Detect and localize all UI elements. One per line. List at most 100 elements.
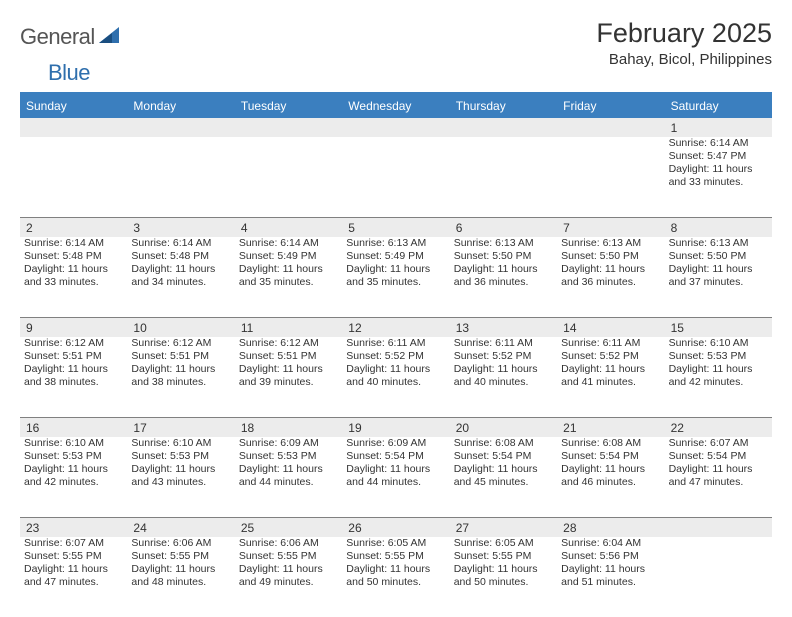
day-details: Sunrise: 6:06 AMSunset: 5:55 PMDaylight:…: [239, 537, 338, 590]
day-details: Sunrise: 6:11 AMSunset: 5:52 PMDaylight:…: [561, 337, 660, 390]
dow-sat: Saturday: [665, 94, 772, 118]
day-details: Sunrise: 6:09 AMSunset: 5:54 PMDaylight:…: [346, 437, 445, 490]
day-detail-line: Sunrise: 6:12 AM: [24, 337, 123, 350]
day-detail-line: Daylight: 11 hours: [239, 263, 338, 276]
day-detail-line: Sunrise: 6:04 AM: [561, 537, 660, 550]
day-number: 19: [342, 418, 449, 437]
day-cell: Sunrise: 6:07 AMSunset: 5:55 PMDaylight:…: [20, 537, 127, 617]
day-details: Sunrise: 6:05 AMSunset: 5:55 PMDaylight:…: [346, 537, 445, 590]
day-detail-line: Sunset: 5:52 PM: [454, 350, 553, 363]
brand-logo: General: [20, 18, 121, 50]
day-cell: Sunrise: 6:10 AMSunset: 5:53 PMDaylight:…: [20, 437, 127, 517]
week-row: Sunrise: 6:14 AMSunset: 5:47 PMDaylight:…: [20, 137, 772, 217]
day-details: Sunrise: 6:04 AMSunset: 5:56 PMDaylight:…: [561, 537, 660, 590]
day-detail-line: Sunset: 5:47 PM: [669, 150, 768, 163]
day-detail-line: Sunset: 5:54 PM: [346, 450, 445, 463]
daynum-band: 16171819202122: [20, 417, 772, 437]
day-detail-line: and 43 minutes.: [131, 476, 230, 489]
brand-triangle-icon: [99, 27, 119, 48]
day-details: Sunrise: 6:10 AMSunset: 5:53 PMDaylight:…: [131, 437, 230, 490]
day-detail-line: Daylight: 11 hours: [24, 363, 123, 376]
day-number: 26: [342, 518, 449, 537]
day-number: 22: [665, 418, 772, 437]
dow-wed: Wednesday: [342, 94, 449, 118]
day-number: [450, 118, 557, 137]
dow-mon: Monday: [127, 94, 234, 118]
day-details: Sunrise: 6:05 AMSunset: 5:55 PMDaylight:…: [454, 537, 553, 590]
day-detail-line: Daylight: 11 hours: [454, 363, 553, 376]
day-detail-line: Sunset: 5:53 PM: [24, 450, 123, 463]
day-detail-line: and 44 minutes.: [239, 476, 338, 489]
day-detail-line: and 41 minutes.: [561, 376, 660, 389]
day-cell: Sunrise: 6:10 AMSunset: 5:53 PMDaylight:…: [127, 437, 234, 517]
day-detail-line: Daylight: 11 hours: [239, 563, 338, 576]
day-details: Sunrise: 6:14 AMSunset: 5:48 PMDaylight:…: [24, 237, 123, 290]
daynum-band: 9101112131415: [20, 317, 772, 337]
day-detail-line: Sunset: 5:50 PM: [561, 250, 660, 263]
dow-tue: Tuesday: [235, 94, 342, 118]
day-number: 17: [127, 418, 234, 437]
day-cell: [665, 537, 772, 617]
day-details: Sunrise: 6:07 AMSunset: 5:54 PMDaylight:…: [669, 437, 768, 490]
day-detail-line: Sunrise: 6:09 AM: [239, 437, 338, 450]
day-details: Sunrise: 6:13 AMSunset: 5:50 PMDaylight:…: [454, 237, 553, 290]
day-detail-line: Sunset: 5:56 PM: [561, 550, 660, 563]
day-detail-line: Sunset: 5:48 PM: [131, 250, 230, 263]
day-cell: [20, 137, 127, 217]
day-detail-line: Sunset: 5:53 PM: [131, 450, 230, 463]
day-cell: Sunrise: 6:06 AMSunset: 5:55 PMDaylight:…: [127, 537, 234, 617]
day-detail-line: Daylight: 11 hours: [454, 263, 553, 276]
day-detail-line: Sunset: 5:51 PM: [239, 350, 338, 363]
calendar-grid: Sunday Monday Tuesday Wednesday Thursday…: [20, 92, 772, 617]
day-detail-line: Sunrise: 6:13 AM: [454, 237, 553, 250]
day-details: Sunrise: 6:13 AMSunset: 5:50 PMDaylight:…: [561, 237, 660, 290]
day-detail-line: Sunset: 5:50 PM: [454, 250, 553, 263]
day-detail-line: Sunset: 5:49 PM: [346, 250, 445, 263]
day-details: Sunrise: 6:07 AMSunset: 5:55 PMDaylight:…: [24, 537, 123, 590]
day-details: Sunrise: 6:12 AMSunset: 5:51 PMDaylight:…: [24, 337, 123, 390]
day-detail-line: and 46 minutes.: [561, 476, 660, 489]
day-number: 20: [450, 418, 557, 437]
day-detail-line: Sunrise: 6:14 AM: [669, 137, 768, 150]
day-detail-line: Sunset: 5:49 PM: [239, 250, 338, 263]
day-detail-line: Daylight: 11 hours: [454, 563, 553, 576]
day-detail-line: and 48 minutes.: [131, 576, 230, 589]
day-detail-line: Sunset: 5:52 PM: [346, 350, 445, 363]
day-number: 11: [235, 318, 342, 337]
day-detail-line: and 35 minutes.: [346, 276, 445, 289]
day-cell: Sunrise: 6:05 AMSunset: 5:55 PMDaylight:…: [342, 537, 449, 617]
day-details: Sunrise: 6:08 AMSunset: 5:54 PMDaylight:…: [454, 437, 553, 490]
day-number: 15: [665, 318, 772, 337]
day-detail-line: and 33 minutes.: [24, 276, 123, 289]
day-detail-line: and 42 minutes.: [669, 376, 768, 389]
day-detail-line: Sunrise: 6:08 AM: [454, 437, 553, 450]
day-detail-line: and 36 minutes.: [561, 276, 660, 289]
day-cell: Sunrise: 6:14 AMSunset: 5:49 PMDaylight:…: [235, 237, 342, 317]
day-cell: Sunrise: 6:04 AMSunset: 5:56 PMDaylight:…: [557, 537, 664, 617]
day-cell: Sunrise: 6:13 AMSunset: 5:49 PMDaylight:…: [342, 237, 449, 317]
day-detail-line: and 38 minutes.: [131, 376, 230, 389]
day-cell: [557, 137, 664, 217]
day-detail-line: Sunset: 5:53 PM: [669, 350, 768, 363]
day-detail-line: and 38 minutes.: [24, 376, 123, 389]
day-cell: Sunrise: 6:06 AMSunset: 5:55 PMDaylight:…: [235, 537, 342, 617]
day-detail-line: Sunrise: 6:06 AM: [131, 537, 230, 550]
day-detail-line: Sunrise: 6:13 AM: [561, 237, 660, 250]
day-detail-line: Sunset: 5:51 PM: [131, 350, 230, 363]
day-cell: [342, 137, 449, 217]
day-detail-line: Sunrise: 6:07 AM: [669, 437, 768, 450]
dow-header-row: Sunday Monday Tuesday Wednesday Thursday…: [20, 94, 772, 118]
day-detail-line: Sunrise: 6:10 AM: [24, 437, 123, 450]
day-cell: Sunrise: 6:13 AMSunset: 5:50 PMDaylight:…: [450, 237, 557, 317]
day-number: 24: [127, 518, 234, 537]
day-detail-line: Daylight: 11 hours: [24, 263, 123, 276]
day-detail-line: Sunset: 5:55 PM: [239, 550, 338, 563]
day-detail-line: Daylight: 11 hours: [561, 463, 660, 476]
day-number: 2: [20, 218, 127, 237]
day-cell: [127, 137, 234, 217]
day-detail-line: Daylight: 11 hours: [669, 263, 768, 276]
day-detail-line: Sunrise: 6:14 AM: [24, 237, 123, 250]
day-detail-line: and 36 minutes.: [454, 276, 553, 289]
day-number: 13: [450, 318, 557, 337]
day-cell: Sunrise: 6:08 AMSunset: 5:54 PMDaylight:…: [557, 437, 664, 517]
